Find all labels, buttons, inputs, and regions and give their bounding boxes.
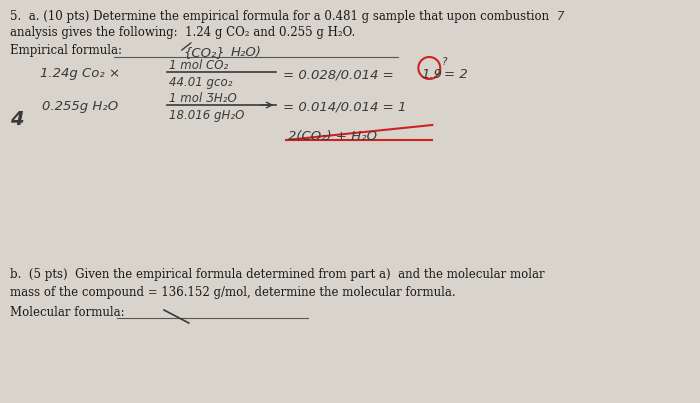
Text: Empirical formula:: Empirical formula:: [10, 44, 122, 57]
Text: 4: 4: [10, 110, 24, 129]
Text: {CO₂}: {CO₂}: [184, 46, 225, 59]
Text: 1.24g Co₂ ×: 1.24g Co₂ ×: [40, 67, 120, 80]
Text: 2(CO₂) + H₂O: 2(CO₂) + H₂O: [288, 130, 377, 143]
Text: 1.9: 1.9: [421, 68, 442, 81]
Text: 18.016 gH₂O: 18.016 gH₂O: [169, 109, 244, 122]
Text: analysis gives the following:  1.24 g CO₂ and 0.255 g H₂O.: analysis gives the following: 1.24 g CO₂…: [10, 26, 355, 39]
Text: = 0.028/0.014 =: = 0.028/0.014 =: [284, 68, 394, 81]
Text: 5.  a. (10 pts) Determine the empirical formula for a 0.481 g sample that upon c: 5. a. (10 pts) Determine the empirical f…: [10, 10, 549, 23]
Text: = 2: = 2: [444, 68, 468, 81]
Text: mass of the compound = 136.152 g/mol, determine the molecular formula.: mass of the compound = 136.152 g/mol, de…: [10, 286, 456, 299]
Text: ?: ?: [441, 57, 447, 67]
Text: H₂O): H₂O): [230, 46, 261, 59]
Text: 7: 7: [556, 10, 564, 23]
Text: 0.255g H₂O: 0.255g H₂O: [42, 100, 118, 113]
Text: 44.01 gco₂: 44.01 gco₂: [169, 76, 232, 89]
Text: Molecular formula:: Molecular formula:: [10, 306, 125, 319]
Text: 1 mol ƷH₂O: 1 mol ƷH₂O: [169, 92, 237, 105]
Text: 1 mol CO₂: 1 mol CO₂: [169, 59, 228, 72]
Text: b.  (5 pts)  Given the empirical formula determined from part a)  and the molecu: b. (5 pts) Given the empirical formula d…: [10, 268, 545, 281]
Text: = 0.014/0.014 = 1: = 0.014/0.014 = 1: [284, 101, 407, 114]
